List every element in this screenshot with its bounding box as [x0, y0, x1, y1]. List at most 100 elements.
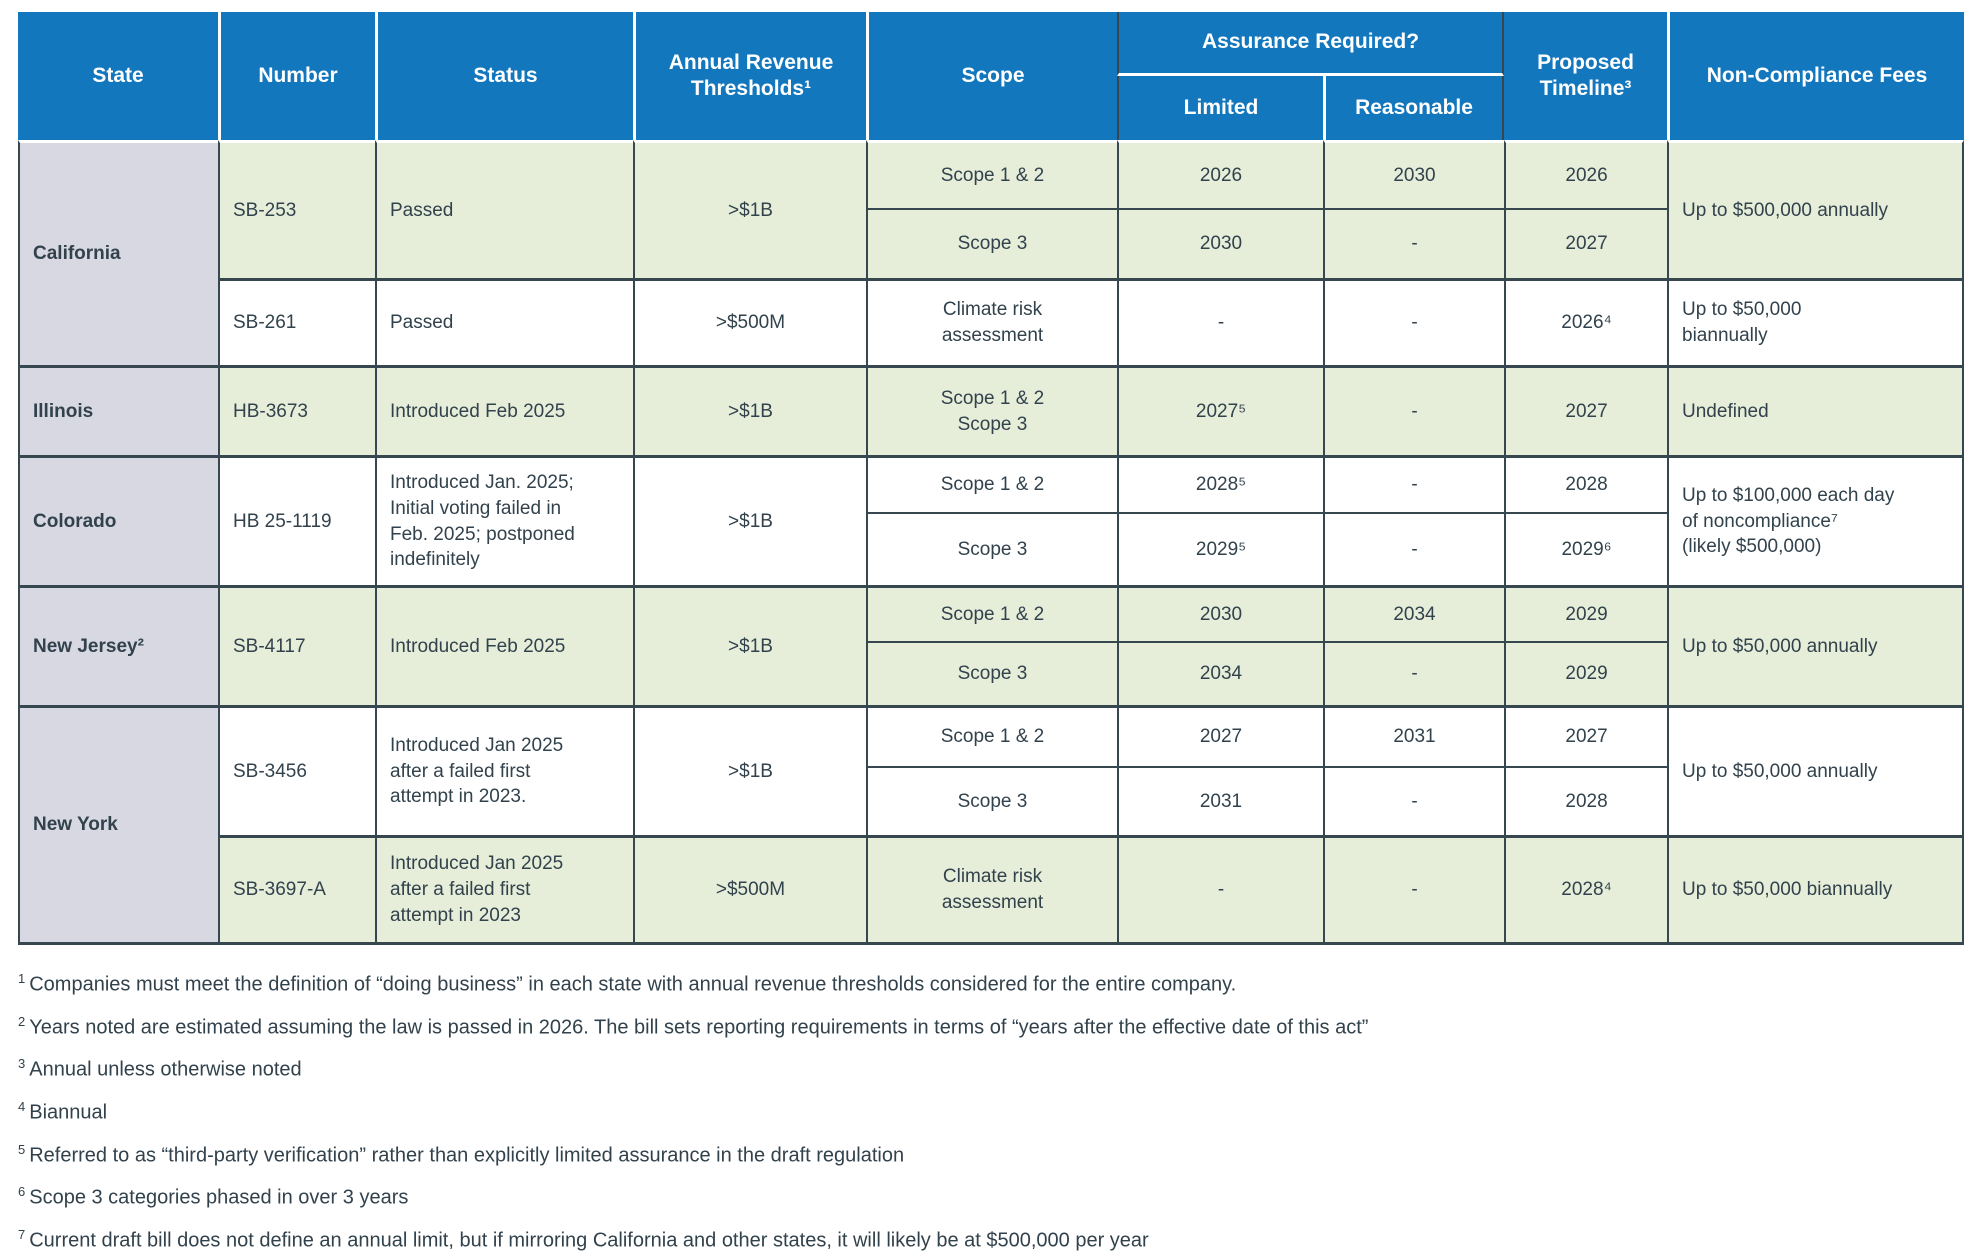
footnote-text: Scope 3 categories phased in over 3 year… [29, 1186, 409, 1209]
row-california-sb253-scope3: Scope 3 2030 - 2027 [18, 208, 1964, 278]
row-new-jersey-sb4117-scope3: Scope 3 2034 - 2029 [18, 641, 1964, 705]
state-climate-disclosure-table: State Number Status Annual Revenue Thres… [18, 12, 1965, 945]
threshold-cell: >$1B [633, 365, 866, 455]
footnote-1: 1 Companies must meet the definition of “… [18, 967, 1960, 997]
limited-cell: 2026 [1117, 140, 1323, 208]
limited-cell: 2030 [1117, 585, 1323, 641]
header-row-1: State Number Status Annual Revenue Thres… [18, 12, 1965, 140]
fees-cell: Up to $50,000 biannually [1667, 835, 1965, 945]
limited-cell: 2027⁵ [1117, 365, 1323, 455]
scope-cell: Scope 1 & 2 Scope 3 [866, 365, 1117, 455]
number-cell: SB-3697-A [218, 835, 375, 945]
threshold-cell: >$1B [633, 585, 866, 705]
footnote-text: Companies must meet the definition of “d… [29, 973, 1237, 996]
status-cell: Introduced Jan. 2025; Initial voting fai… [375, 455, 633, 585]
scope-cell: Climate risk assessment [866, 278, 1117, 365]
number-cell: SB-253 [218, 140, 375, 278]
state-cell-new-york: New York [18, 705, 218, 945]
reasonable-cell: - [1323, 641, 1505, 705]
fees-cell: Up to $100,000 each day of noncompliance… [1667, 455, 1965, 585]
footnote-marker: 6 [18, 1184, 26, 1200]
footnote-2: 2 Years noted are estimated assuming the … [18, 1010, 1960, 1040]
footnotes: 1 Companies must meet the definition of “… [18, 967, 1980, 1253]
footnote-marker: 4 [18, 1098, 26, 1114]
row-colorado-hb25-1119-scope12: Colorado HB 25-1119 Introduced Jan. 2025… [18, 455, 1965, 585]
footnote-marker: 7 [18, 1226, 26, 1242]
header-annual-revenue-thresholds: Annual Revenue Thresholds¹ [633, 12, 866, 140]
threshold-cell: >$1B [633, 705, 866, 835]
row-colorado-hb25-1119-scope3: Scope 3 2029⁵ - 2029⁶ [18, 512, 1964, 585]
reasonable-cell: - [1323, 278, 1505, 365]
fees-cell: Up to $500,000 annually [1667, 140, 1965, 278]
fees-cell: Up to $50,000 annually [1667, 585, 1965, 705]
header-non-compliance-fees: Non-Compliance Fees [1667, 12, 1965, 140]
state-cell-new-jersey: New Jersey² [18, 585, 218, 705]
footnote-5: 5 Referred to as “third-party verificatio… [18, 1138, 1960, 1168]
limited-cell: 2028⁵ [1117, 455, 1323, 512]
reasonable-cell: - [1323, 766, 1505, 835]
status-cell: Introduced Jan 2025 after a failed first… [375, 835, 633, 945]
scope-cell: Scope 1 & 2 [866, 585, 1117, 641]
footnote-4: 4 Biannual [18, 1095, 1960, 1125]
scope-cell: Scope 1 & 2 [866, 140, 1117, 208]
scope-cell: Climate risk assessment [866, 835, 1117, 945]
threshold-cell: >$1B [633, 455, 866, 585]
row-new-york-sb3456-scope3: Scope 3 2031 - 2028 [18, 766, 1964, 835]
footnote-marker: 1 [18, 971, 26, 986]
header-reasonable: Reasonable [1323, 76, 1505, 140]
limited-cell: - [1117, 835, 1323, 945]
fees-cell: Up to $50,000 annually [1667, 705, 1965, 835]
reasonable-cell: 2034 [1323, 585, 1505, 641]
reasonable-cell: - [1323, 835, 1505, 945]
scope-cell: Scope 3 [866, 766, 1117, 835]
scope-cell: Scope 1 & 2 [866, 705, 1117, 766]
scope-cell: Scope 3 [866, 512, 1117, 585]
reasonable-cell: 2030 [1323, 140, 1505, 208]
footnote-marker: 5 [18, 1141, 26, 1157]
footnote-text: Biannual [29, 1101, 108, 1124]
timeline-cell: 2029 [1504, 585, 1668, 641]
header-row-2: Limited Reasonable [18, 76, 1964, 140]
fees-cell: Up to $50,000 biannually [1667, 278, 1965, 365]
row-california-sb261: SB-261 Passed >$500M Climate risk assess… [18, 278, 1965, 365]
limited-cell: 2030 [1117, 208, 1323, 278]
limited-cell: 2027 [1117, 705, 1323, 766]
status-cell: Introduced Feb 2025 [375, 365, 633, 455]
threshold-cell: >$500M [633, 278, 866, 365]
number-cell: HB 25-1119 [218, 455, 375, 585]
status-cell: Passed [375, 140, 633, 278]
reasonable-cell: - [1323, 512, 1505, 585]
table-header: State Number Status Annual Revenue Thres… [18, 12, 1965, 140]
number-cell: SB-4117 [218, 585, 375, 705]
timeline-cell: 2029 [1504, 641, 1668, 705]
row-new-jersey-sb4117-scope12: New Jersey² SB-4117 Introduced Feb 2025 … [18, 585, 1965, 705]
scope-cell: Scope 3 [866, 641, 1117, 705]
timeline-cell: 2028 [1504, 766, 1668, 835]
number-cell: SB-261 [218, 278, 375, 365]
footnote-marker: 3 [18, 1056, 26, 1072]
limited-cell: 2029⁵ [1117, 512, 1323, 585]
fees-cell: Undefined [1667, 365, 1965, 455]
state-cell-colorado: Colorado [18, 455, 218, 585]
scope-cell: Scope 3 [866, 208, 1117, 278]
header-state: State [18, 12, 218, 140]
footnote-text: Years noted are estimated assuming the l… [29, 1016, 1369, 1039]
header-number: Number [218, 12, 375, 140]
timeline-cell: 2027 [1504, 208, 1668, 278]
timeline-cell: 2028⁴ [1504, 835, 1668, 945]
threshold-cell: >$500M [633, 835, 866, 945]
scope-cell: Scope 1 & 2 [866, 455, 1117, 512]
header-proposed-timeline: Proposed Timeline³ [1504, 12, 1668, 140]
threshold-cell: >$1B [633, 140, 866, 278]
limited-cell: - [1117, 278, 1323, 365]
header-scope: Scope [866, 12, 1117, 140]
status-cell: Passed [375, 278, 633, 365]
header-assurance-required: Assurance Required? [1117, 12, 1505, 76]
footnote-text: Referred to as “third-party verification… [29, 1144, 905, 1167]
footnote-7: 7 Current draft bill does not define an a… [18, 1223, 1960, 1253]
limited-cell: 2034 [1117, 641, 1323, 705]
reasonable-cell: - [1323, 208, 1505, 278]
header-limited: Limited [1117, 76, 1323, 140]
timeline-cell: 2026⁴ [1504, 278, 1668, 365]
timeline-cell: 2028 [1504, 455, 1668, 512]
